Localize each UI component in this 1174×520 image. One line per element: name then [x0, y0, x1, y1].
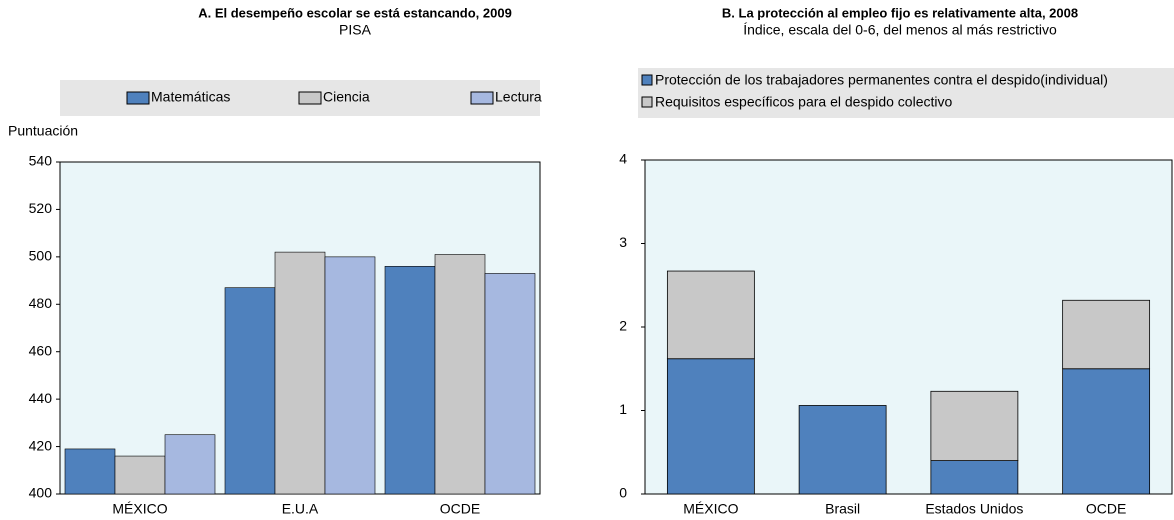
chart-title: A. El desempeño escolar se está estancan… [198, 5, 512, 20]
y-tick-label: 480 [29, 295, 53, 311]
bar-segment [930, 460, 1019, 495]
legend-swatch [641, 96, 653, 108]
legend-swatch [126, 91, 150, 105]
bar [114, 455, 166, 495]
legend-swatch [298, 91, 322, 105]
legend-swatch [641, 74, 653, 86]
y-tick-label: 1 [619, 401, 627, 417]
y-tick-label: 4 [619, 151, 627, 167]
bar-segment [930, 390, 1019, 462]
bar [484, 273, 536, 495]
x-tick-label: MÉXICO [683, 501, 738, 517]
bar-segment [1062, 368, 1151, 495]
chart-subtitle: PISA [339, 22, 372, 38]
y-tick-label: 440 [29, 390, 53, 406]
legend-box [638, 68, 1174, 118]
x-tick-label: Brasil [825, 501, 860, 517]
y-tick-label: 420 [29, 437, 53, 453]
legend-label: Protección de los trabajadores permanent… [655, 72, 1108, 88]
y-tick-label: 460 [29, 342, 53, 358]
bar [64, 448, 116, 495]
x-tick-label: OCDE [1086, 501, 1126, 517]
x-tick-label: Estados Unidos [925, 501, 1023, 517]
bar [274, 251, 326, 495]
bar [384, 266, 436, 495]
legend-label: Requisitos específicos para el despido c… [655, 94, 952, 110]
bar-segment [666, 270, 755, 360]
bar-segment [798, 405, 887, 495]
legend-label: Matemáticas [151, 89, 230, 105]
x-tick-label: MÉXICO [112, 501, 167, 517]
y-tick-label: 2 [619, 318, 627, 334]
bar-segment [1062, 299, 1151, 370]
bar [164, 434, 216, 495]
y-tick-label: 400 [29, 485, 53, 501]
bar-segment [666, 358, 755, 495]
legend-label: Lectura [495, 89, 542, 105]
y-axis-label: Puntuación [8, 123, 78, 139]
y-tick-label: 520 [29, 200, 53, 216]
chart-subtitle: Índice, escala del 0-6, del menos al más… [743, 22, 1057, 38]
legend-swatch [470, 91, 494, 105]
y-tick-label: 0 [619, 485, 627, 501]
x-tick-label: OCDE [440, 501, 480, 517]
x-tick-label: E.U.A [282, 501, 319, 517]
bar [224, 287, 276, 495]
y-tick-label: 3 [619, 234, 627, 250]
chart-title: B. La protección al empleo fijo es relat… [722, 5, 1078, 20]
y-tick-label: 500 [29, 248, 53, 264]
y-tick-label: 540 [29, 153, 53, 169]
bar [324, 256, 376, 495]
legend-label: Ciencia [323, 89, 370, 105]
bar [434, 254, 486, 495]
